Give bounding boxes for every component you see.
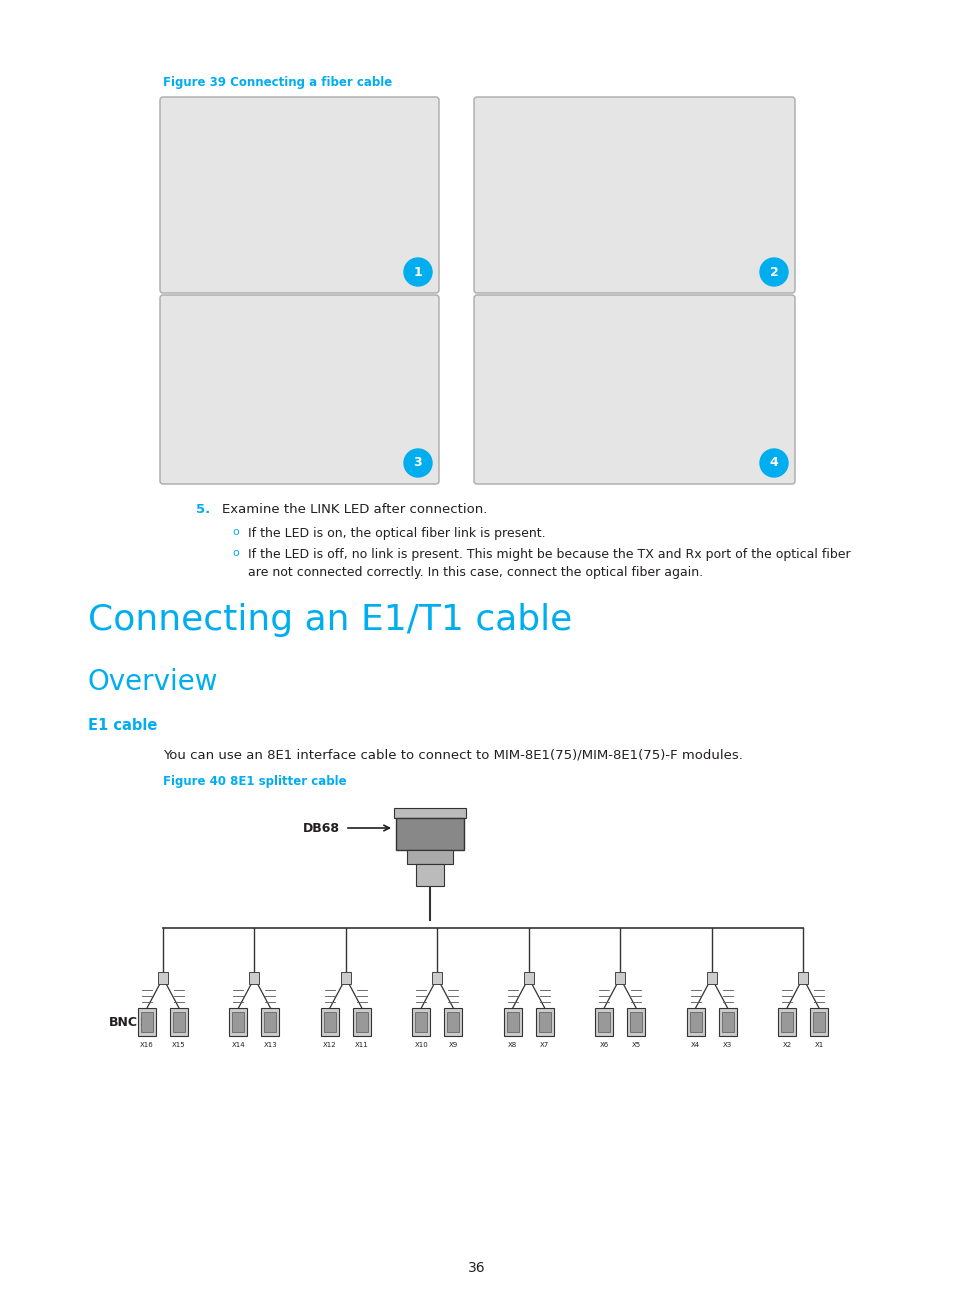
Text: are not connected correctly. In this case, connect the optical fiber again.: are not connected correctly. In this cas…	[248, 566, 702, 579]
Text: If the LED is on, the optical fiber link is present.: If the LED is on, the optical fiber link…	[248, 527, 545, 540]
Bar	[630, 1012, 641, 1032]
Bar	[797, 972, 807, 984]
Bar	[781, 1012, 792, 1032]
Text: Figure 40 8E1 splitter cable: Figure 40 8E1 splitter cable	[163, 775, 346, 788]
Bar	[172, 1012, 185, 1032]
Bar	[416, 864, 443, 886]
FancyBboxPatch shape	[160, 97, 438, 293]
Text: X3: X3	[722, 1042, 732, 1048]
Text: BNC: BNC	[109, 1016, 138, 1029]
Text: E1 cable: E1 cable	[88, 718, 157, 734]
Text: Connecting an E1/T1 cable: Connecting an E1/T1 cable	[88, 603, 572, 638]
Bar	[323, 1012, 335, 1032]
Bar	[249, 972, 259, 984]
Text: X6: X6	[598, 1042, 608, 1048]
FancyBboxPatch shape	[474, 295, 794, 483]
Text: 2: 2	[769, 266, 778, 279]
Bar	[353, 1008, 371, 1036]
Bar	[809, 1008, 827, 1036]
Bar	[395, 818, 463, 850]
Text: Examine the LINK LED after connection.: Examine the LINK LED after connection.	[222, 503, 487, 516]
Bar	[718, 1008, 736, 1036]
Bar	[812, 1012, 824, 1032]
Bar	[264, 1012, 276, 1032]
Bar	[394, 807, 465, 818]
Circle shape	[403, 258, 432, 286]
Text: X14: X14	[232, 1042, 245, 1048]
Bar	[320, 1008, 338, 1036]
Bar	[536, 1008, 553, 1036]
Bar	[615, 972, 624, 984]
Circle shape	[403, 448, 432, 477]
Bar	[432, 972, 442, 984]
Text: You can use an 8E1 interface cable to connect to MIM-8E1(75)/MIM-8E1(75)-F modul: You can use an 8E1 interface cable to co…	[163, 748, 742, 761]
FancyBboxPatch shape	[160, 295, 438, 483]
Bar	[595, 1008, 613, 1036]
Bar	[523, 972, 533, 984]
Text: X16: X16	[140, 1042, 153, 1048]
Text: Overview: Overview	[88, 667, 218, 696]
Bar	[412, 1008, 430, 1036]
Text: o: o	[232, 527, 238, 537]
Text: 4: 4	[769, 456, 778, 469]
Bar	[444, 1008, 462, 1036]
Text: X10: X10	[414, 1042, 428, 1048]
Text: X1: X1	[814, 1042, 822, 1048]
Text: X15: X15	[172, 1042, 186, 1048]
Text: X12: X12	[323, 1042, 336, 1048]
Text: 3: 3	[414, 456, 422, 469]
FancyBboxPatch shape	[474, 97, 794, 293]
Bar	[141, 1012, 152, 1032]
Bar	[170, 1008, 188, 1036]
Text: X11: X11	[355, 1042, 369, 1048]
Bar	[778, 1008, 795, 1036]
Bar	[447, 1012, 458, 1032]
Bar	[229, 1008, 247, 1036]
Bar	[598, 1012, 610, 1032]
Bar	[706, 972, 716, 984]
Text: If the LED is off, no link is present. This might be because the TX and Rx port : If the LED is off, no link is present. T…	[248, 548, 850, 561]
Bar	[415, 1012, 427, 1032]
Bar	[503, 1008, 521, 1036]
Bar	[626, 1008, 644, 1036]
Text: X9: X9	[448, 1042, 457, 1048]
Bar	[340, 972, 351, 984]
Bar	[355, 1012, 368, 1032]
Text: o: o	[232, 548, 238, 559]
Bar	[233, 1012, 244, 1032]
Text: DB68: DB68	[303, 822, 339, 835]
Text: X7: X7	[539, 1042, 549, 1048]
Text: X4: X4	[690, 1042, 700, 1048]
Bar	[689, 1012, 700, 1032]
Bar	[261, 1008, 279, 1036]
Text: 1: 1	[414, 266, 422, 279]
Bar	[407, 850, 453, 864]
Text: 5.: 5.	[195, 503, 210, 516]
Text: Figure 39 Connecting a fiber cable: Figure 39 Connecting a fiber cable	[163, 76, 392, 89]
Bar	[686, 1008, 704, 1036]
Text: X8: X8	[508, 1042, 517, 1048]
Text: X13: X13	[263, 1042, 277, 1048]
Bar	[158, 972, 168, 984]
Bar	[506, 1012, 518, 1032]
Circle shape	[760, 258, 787, 286]
Bar	[138, 1008, 156, 1036]
Text: 36: 36	[468, 1261, 485, 1275]
Text: X5: X5	[631, 1042, 640, 1048]
Circle shape	[760, 448, 787, 477]
Text: X2: X2	[781, 1042, 791, 1048]
Bar	[720, 1012, 733, 1032]
Bar	[538, 1012, 550, 1032]
